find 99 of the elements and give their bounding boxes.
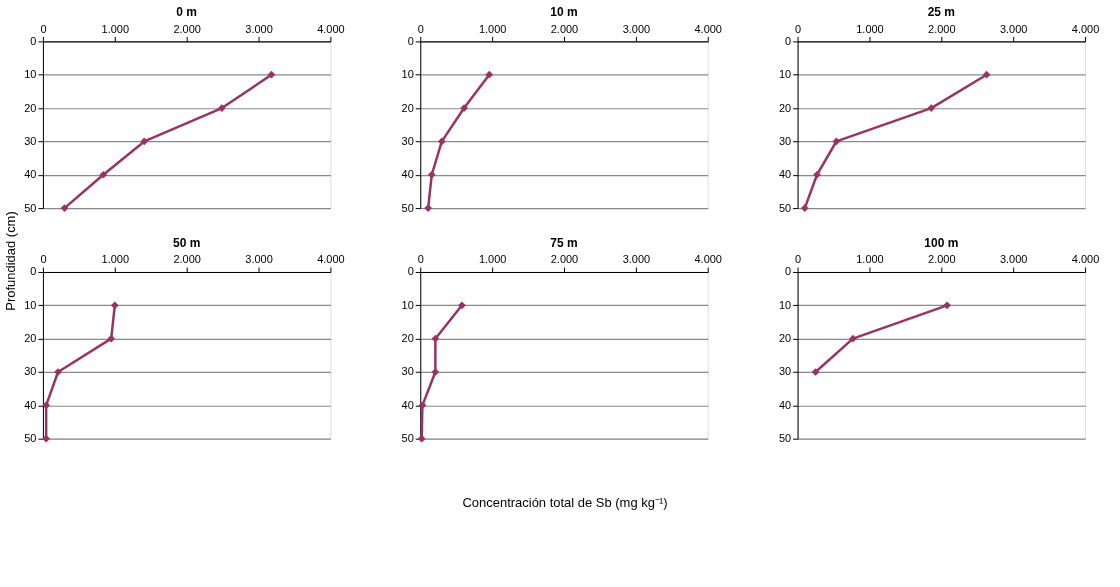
y-tick-label: 20 [24,332,37,345]
y-tick-label: 0 [30,265,37,278]
point [485,70,494,79]
x-tick-label: 2.000 [173,22,201,35]
y-tick-label: 50 [778,432,792,445]
x-tick-label: 0 [40,22,47,35]
point [418,401,427,410]
chart-title: 75 m [550,236,578,251]
x-tick-label: 3.000 [245,22,273,35]
point [813,170,821,179]
point [424,204,433,212]
point [431,368,440,376]
x-tick-label: 4.000 [1071,253,1100,266]
x-tick-label: 3.000 [622,253,651,266]
y-tick-label: 0 [30,34,37,47]
x-tick-label: 2.000 [550,22,579,35]
y-tick-label: 30 [24,134,37,147]
y-tick-label: 0 [407,34,414,47]
point [107,334,116,343]
y-tick-label: 40 [401,398,414,411]
y-tick-label: 40 [778,398,792,411]
x-tick-label: 4.000 [1071,22,1100,35]
chart-title: 0 m [176,5,197,20]
y-tick-label: 30 [778,365,792,378]
y-tick-label: 20 [24,101,37,114]
x-tick-label: 4.000 [694,253,722,266]
x-tick-label: 1.000 [101,22,130,35]
chart-title: 50 m [173,236,201,251]
x-tick-label: 1.000 [856,22,884,35]
y-tick-label: 40 [24,398,37,411]
y-tick-label: 20 [778,101,792,114]
y-tick-label: 30 [778,134,792,147]
y-tick-label: 30 [401,134,414,147]
point [60,204,69,212]
point [832,137,841,146]
x-tick-label: 1.000 [856,253,884,266]
point [982,70,991,79]
point [427,170,436,179]
y-tick-label: 40 [778,168,792,181]
point [431,334,440,343]
point [943,301,951,310]
point [140,137,149,146]
chart-title: 25 m [927,5,955,20]
point [811,368,820,376]
x-tick-label: 0 [795,22,802,35]
point [42,401,51,410]
y-tick-label: 0 [407,265,414,278]
x-tick-label: 3.000 [999,22,1028,35]
y-tick-label: 10 [24,298,37,311]
x-tick-label: 2.000 [928,22,956,35]
x-tick-label: 0 [417,22,424,35]
y-tick-label: 30 [24,365,37,378]
y-tick-label: 50 [401,201,414,214]
y-tick-label: 0 [784,34,792,47]
x-tick-label: 2.000 [928,253,956,266]
y-tick-label: 0 [784,265,792,278]
y-tick-label: 50 [778,201,792,214]
x-tick-label: 0 [417,253,424,266]
point [267,70,276,79]
point [800,204,809,212]
point [110,301,119,310]
x-tick-label: 3.000 [622,22,651,35]
y-tick-label: 10 [401,68,414,81]
x-tick-label: 3.000 [999,253,1028,266]
y-tick-label: 20 [778,332,792,345]
y-tick-label: 40 [24,168,37,181]
point [42,434,51,443]
point [437,137,446,146]
chart-title: 100 m [924,236,959,251]
y-tick-label: 10 [778,298,792,311]
y-tick-label: 20 [401,332,414,345]
x-tick-label: 2.000 [173,253,201,266]
x-axis-title: Concentración total de Sb (mg kg⁻¹) [462,494,668,510]
point [218,104,226,112]
x-tick-label: 0 [795,253,802,266]
y-axis-title: Profundidad (cm) [2,211,18,311]
x-tick-label: 1.000 [101,253,130,266]
y-tick-label: 50 [24,201,37,214]
point [458,301,466,310]
x-tick-label: 4.000 [317,22,345,35]
x-tick-label: 4.000 [317,253,345,266]
x-tick-label: 2.000 [550,253,579,266]
x-tick-label: 1.000 [478,22,507,35]
y-tick-label: 40 [401,168,414,181]
point [849,334,857,343]
y-tick-label: 10 [778,68,792,81]
y-tick-label: 10 [401,298,414,311]
y-tick-label: 50 [24,432,37,445]
point [99,170,108,179]
x-tick-label: 1.000 [478,253,507,266]
chart-title: 10 m [550,5,578,20]
y-tick-label: 20 [401,101,414,114]
y-tick-label: 50 [401,432,414,445]
point [927,104,936,112]
x-tick-label: 0 [40,253,47,266]
y-tick-label: 10 [24,68,37,81]
x-tick-label: 3.000 [245,253,273,266]
y-tick-label: 30 [401,365,414,378]
x-tick-label: 4.000 [694,22,722,35]
